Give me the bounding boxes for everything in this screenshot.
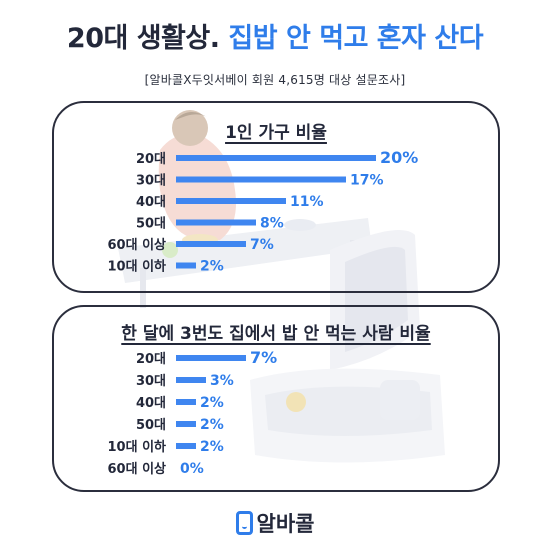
bar (176, 399, 196, 405)
value-label: 0% (180, 461, 204, 477)
value-label: 7% (250, 348, 277, 367)
category-label: 60대 이상 (108, 237, 167, 253)
bar (176, 377, 206, 383)
bar (176, 421, 196, 427)
category-label: 20대 (136, 152, 166, 167)
bar (176, 198, 286, 204)
category-label: 10대 이하 (108, 439, 167, 455)
not-eating-home-panel: 한 달에 3번도 집에서 밥 안 먹는 사람 비율 (52, 305, 500, 492)
value-label: 11% (290, 194, 324, 210)
value-label: 2% (200, 417, 224, 433)
category-label: 20대 (136, 352, 166, 367)
value-label: 7% (250, 237, 274, 253)
category-label: 50대 (136, 217, 166, 232)
title-part1: 20대 생활상. (66, 23, 220, 54)
category-label: 40대 (136, 396, 166, 411)
category-label: 40대 (136, 195, 166, 210)
bar (176, 355, 246, 361)
survey-subtitle: [알바콜X두잇서베이 회원 4,615명 대상 설문조사] (144, 73, 406, 87)
bar (176, 241, 246, 247)
value-label: 3% (210, 373, 234, 389)
bar (176, 155, 376, 161)
bar (176, 262, 196, 269)
value-label: 8% (260, 216, 284, 232)
logo-text: 알바콜 (256, 512, 315, 536)
value-label: 2% (200, 395, 224, 411)
category-label: 10대 이하 (108, 259, 167, 275)
chart2-title: 한 달에 3번도 집에서 밥 안 먹는 사람 비율 (121, 324, 431, 344)
title-part2: 집밥 안 먹고 혼자 산다 (228, 23, 484, 54)
value-label: 2% (200, 439, 224, 455)
albacall-logo: 알바콜 (0, 508, 550, 538)
category-label: 50대 (136, 418, 166, 433)
page-title: 20대 생활상. 집밥 안 먹고 혼자 산다 (0, 22, 550, 56)
value-label: 20% (380, 148, 418, 167)
phone-smile-icon (235, 511, 253, 535)
value-label: 2% (200, 259, 224, 275)
value-label: 17% (350, 173, 384, 189)
chart1-title: 1인 가구 비율 (225, 123, 327, 143)
single-household-panel: 1인 가구 비율 (52, 101, 500, 293)
category-label: 30대 (136, 174, 166, 189)
bar (176, 219, 256, 226)
bar (176, 443, 196, 449)
category-label: 30대 (136, 374, 166, 389)
bar (176, 176, 346, 183)
category-label: 60대 이상 (108, 461, 167, 477)
